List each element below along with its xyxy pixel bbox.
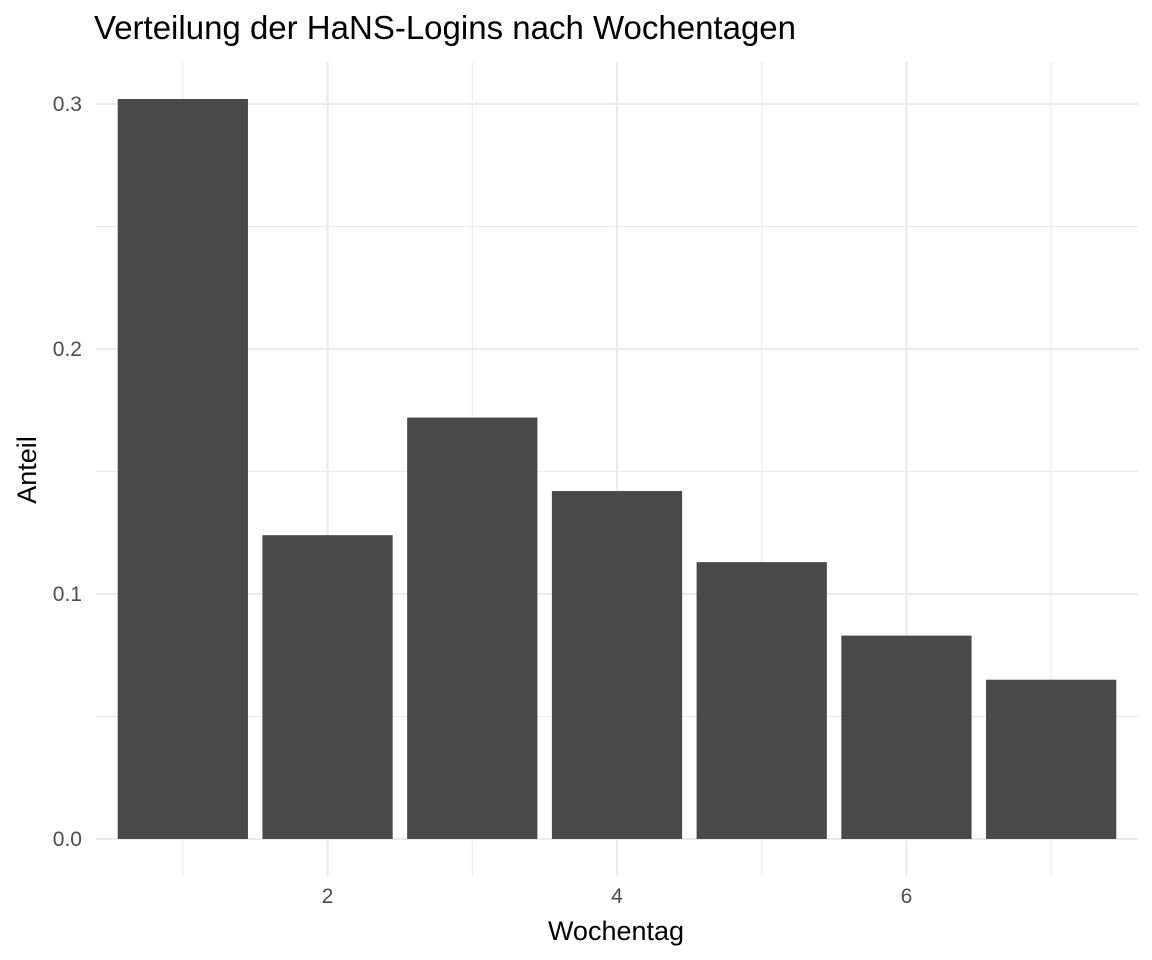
- y-axis-tick-labels: 0.0 0.1 0.2 0.3: [53, 93, 82, 851]
- x-axis-title: Wochentag: [548, 916, 684, 946]
- y-tick-label: 0.3: [53, 93, 82, 116]
- y-tick-label: 0.1: [53, 583, 82, 606]
- bar-7: [986, 679, 1117, 839]
- x-tick-label: 6: [901, 885, 913, 908]
- bars: [117, 99, 1117, 839]
- y-axis-title: Anteil: [12, 436, 42, 504]
- bar-1: [117, 99, 248, 839]
- bar-2: [262, 535, 393, 839]
- bar-5: [696, 562, 827, 839]
- x-tick-label: 2: [322, 885, 334, 908]
- chart-title: Verteilung der HaNS-Logins nach Wochenta…: [94, 9, 796, 46]
- bar-4: [551, 491, 683, 839]
- y-tick-label: 0.0: [53, 828, 82, 851]
- bar-3: [407, 417, 538, 839]
- x-axis-tick-labels: 2 4 6: [322, 885, 913, 908]
- x-tick-label: 4: [611, 885, 623, 908]
- y-tick-label: 0.2: [53, 338, 82, 361]
- bar-6: [841, 635, 972, 839]
